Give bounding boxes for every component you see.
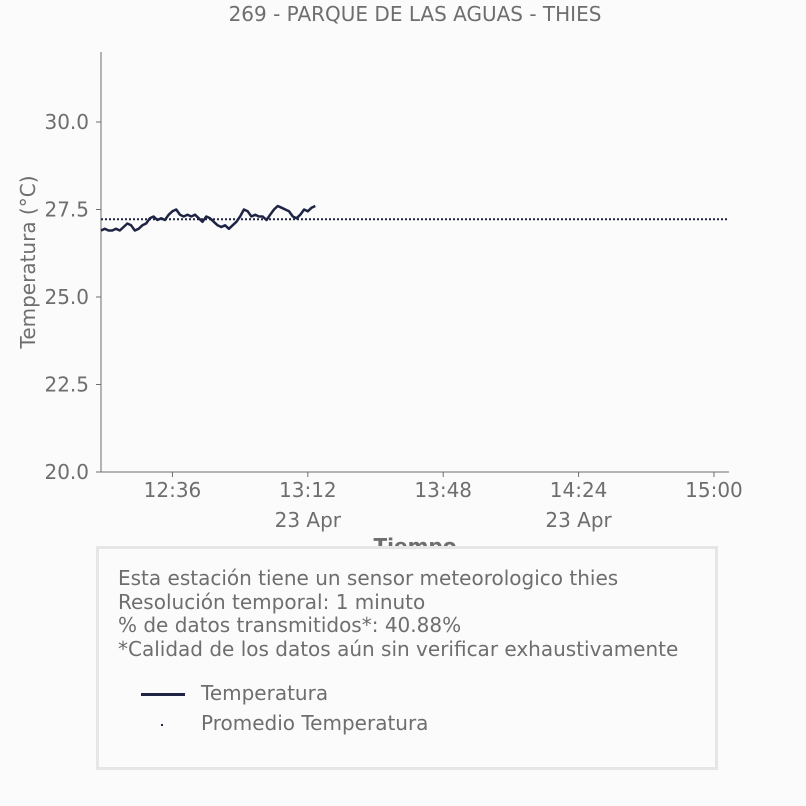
y-axis-label: Temperatura (°C)	[16, 175, 40, 349]
x-tick-date-label: 23 Apr	[545, 508, 612, 532]
y-tick-label: 25.0	[44, 285, 89, 309]
temperature-line	[100, 204, 316, 232]
legend-label-temperatura: Temperatura	[201, 681, 329, 705]
plot-area: 20.0 22.5 25.0 27.5 30.0 12:36 13:12 23 Apr 13:4…	[44, 52, 743, 532]
info-line-transmitted: % de datos transmitidos*: 40.88%	[118, 613, 462, 637]
info-line-sensor: Esta estación tiene un sensor meteorolog…	[118, 566, 619, 590]
info-box: Esta estación tiene un sensor meteorolog…	[96, 546, 718, 770]
legend-solid-line-swatch	[141, 693, 185, 696]
info-line-quality: *Calidad de los datos aún sin verificar …	[118, 636, 679, 661]
chart-title: 269 - PARQUE DE LAS AGUAS - THIES	[229, 2, 602, 26]
x-tick-date-label: 23 Apr	[275, 508, 342, 532]
y-tick-label: 30.0	[44, 110, 89, 134]
y-tick-label: 22.5	[44, 373, 89, 397]
x-tick-label: 13:48	[414, 478, 472, 502]
x-tick-label: 15:00	[685, 478, 743, 502]
legend-label-promedio: Promedio Temperatura	[201, 711, 429, 735]
x-tick-label: 13:12	[279, 478, 337, 502]
legend-dotted-line-swatch	[161, 724, 163, 726]
info-line-resolution: Resolución temporal: 1 minuto	[118, 589, 426, 614]
y-tick-label: 20.0	[44, 460, 89, 484]
info-text: Esta estación tiene un sensor meteorolog…	[118, 566, 679, 661]
y-tick-label: 27.5	[44, 198, 89, 222]
x-tick-label: 12:36	[144, 478, 202, 502]
x-tick-label: 14:24	[550, 478, 608, 502]
